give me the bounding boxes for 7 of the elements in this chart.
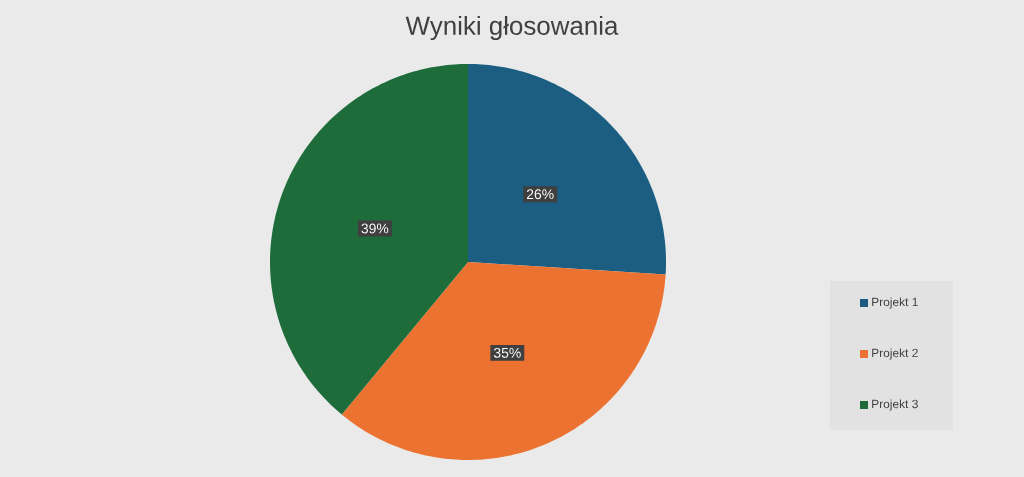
data-label: 26% bbox=[526, 189, 554, 200]
legend-label: Projekt 1 bbox=[872, 297, 918, 309]
legend-label: Projekt 2 bbox=[872, 348, 918, 360]
data-label: 39% bbox=[361, 223, 389, 234]
legend-label: Projekt 3 bbox=[872, 399, 918, 411]
data-label: 35% bbox=[493, 347, 521, 358]
chart-title: Wyniki głosowania bbox=[405, 15, 619, 41]
